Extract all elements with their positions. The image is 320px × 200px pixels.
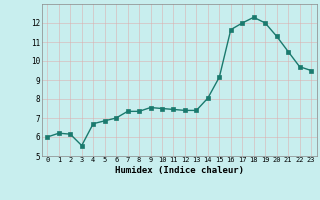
X-axis label: Humidex (Indice chaleur): Humidex (Indice chaleur) xyxy=(115,166,244,175)
